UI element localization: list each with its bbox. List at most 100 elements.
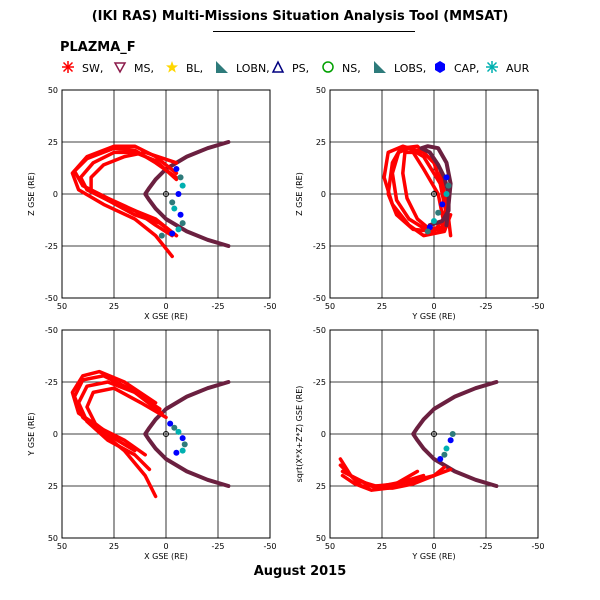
cusp-point: [173, 449, 180, 456]
cusp-point: [175, 226, 182, 233]
y-tick-label: -25: [45, 242, 58, 251]
y-tick-label: 0: [53, 430, 58, 439]
x-tick-label: -25: [479, 542, 492, 551]
x-tick-label: 0: [431, 542, 436, 551]
cusp-point: [175, 428, 182, 435]
asterisk-icon: [60, 59, 78, 77]
x-tick-label: 50: [325, 302, 335, 311]
orbit-track: [89, 150, 179, 238]
magnetopause-boundary: [143, 140, 231, 248]
y-tick-label: 50: [48, 86, 58, 95]
x-tick-label: 50: [57, 302, 67, 311]
y-tick-label: 25: [316, 138, 326, 147]
triangle-up-icon: [270, 59, 288, 77]
cusp-point: [167, 420, 174, 427]
x-axis-label: X GSE (RE): [144, 552, 188, 561]
title-underline: [213, 31, 415, 32]
cusp-point: [437, 455, 444, 462]
earth-marker: [163, 431, 169, 437]
legend-item-bl: BL,: [164, 58, 203, 78]
cusp-point: [158, 232, 165, 239]
cusp-point: [175, 191, 182, 197]
orbit-track: [70, 144, 179, 259]
cusp-point: [173, 166, 180, 173]
y-tick-label: -50: [45, 326, 58, 335]
x-axis-label: Y GSE (RE): [411, 312, 455, 321]
x-tick-label: 50: [57, 542, 67, 551]
cusp-point: [179, 220, 186, 227]
chart-panel-bottom-left: 50 25 0 -25 -50 -50 -25 0 25 50 X GSE (RE) Y GSE (R…: [27, 326, 277, 561]
y-tick-label: -50: [45, 294, 58, 303]
y-axis-label: Y GSE (RE): [27, 412, 36, 456]
chart-panel-bottom-right: 50 25 0 -25 -50 -50 -25 0 25 50 Y GSE (RE) sqrt(X*X…: [295, 326, 545, 561]
circle-icon: [320, 59, 338, 77]
earth-marker: [431, 431, 437, 437]
cusp-point: [424, 228, 431, 235]
x-tick-label: -50: [531, 302, 544, 311]
y-tick-label: 0: [321, 190, 326, 199]
y-tick-label: 25: [316, 482, 326, 491]
x-axis-label: X GSE (RE): [144, 312, 188, 321]
cusp-point: [443, 445, 450, 452]
y-tick-label: -25: [313, 378, 326, 387]
x-tick-label: -25: [211, 302, 224, 311]
cusp-point: [177, 174, 184, 181]
cusp-point: [179, 447, 186, 454]
hexagon-icon: [432, 59, 450, 77]
cusp-point: [179, 435, 186, 442]
legend-item-ns: NS,: [320, 58, 361, 78]
legend-item-ms: MS,: [112, 58, 154, 78]
legend-label: CAP,: [454, 61, 480, 75]
star-icon: [164, 59, 182, 77]
date-label: August 2015: [253, 564, 347, 579]
orbit-track: [340, 469, 420, 492]
legend-item-sw: SW,: [60, 58, 103, 78]
x-tick-label: -50: [263, 302, 276, 311]
legend-label: SW,: [82, 61, 104, 75]
y-axis-label: Z GSE (RE): [295, 172, 304, 216]
page-title: (IKI RAS) Multi-Missions Situation Analy…: [91, 9, 509, 24]
x-tick-label: -25: [479, 302, 492, 311]
x-tick-label: -50: [263, 542, 276, 551]
legend-label: PS,: [292, 61, 310, 75]
legend-label: LOBN,: [236, 61, 270, 75]
y-axis-label: sqrt(X*X+Z*Z) GSE (RE): [295, 386, 304, 483]
orbit-track: [70, 369, 158, 457]
cusp-point: [179, 182, 186, 189]
legend-item-ps: PS,: [270, 58, 309, 78]
x-tick-label: 25: [377, 542, 387, 551]
y-tick-label: 50: [48, 534, 58, 543]
x-tick-label: 0: [163, 302, 168, 311]
orbit-track: [340, 465, 447, 490]
cusp-point: [169, 230, 176, 237]
cusp-point: [177, 211, 184, 218]
magnetopause-boundary: [419, 144, 453, 228]
y-tick-label: 0: [321, 430, 326, 439]
cusp-point: [435, 209, 442, 216]
legend-item-lobn: LOBN,: [214, 58, 270, 78]
y-tick-label: -50: [313, 294, 326, 303]
x-tick-label: 0: [431, 302, 436, 311]
mission-label: PLAZMA_F: [60, 40, 136, 55]
cusp-point: [447, 437, 454, 444]
x-tick-label: 50: [325, 542, 335, 551]
legend-label: AUR: [506, 61, 530, 75]
legend-label: NS,: [342, 61, 361, 75]
orbit-track: [386, 144, 451, 234]
asterisk-icon: [484, 59, 502, 77]
x-tick-label: 25: [109, 542, 119, 551]
legend-label: BL,: [186, 61, 204, 75]
cusp-point: [441, 451, 448, 458]
cusp-point: [443, 191, 450, 197]
cusp-point: [443, 174, 450, 181]
orbit-track: [401, 150, 447, 232]
cusp-point: [181, 441, 188, 448]
y-axis-label: Z GSE (RE): [27, 172, 36, 216]
x-axis-label: Y GSE (RE): [411, 552, 455, 561]
legend-label: LOBS,: [394, 61, 427, 75]
triangle-corner-icon: [214, 59, 232, 77]
x-tick-label: 25: [377, 302, 387, 311]
